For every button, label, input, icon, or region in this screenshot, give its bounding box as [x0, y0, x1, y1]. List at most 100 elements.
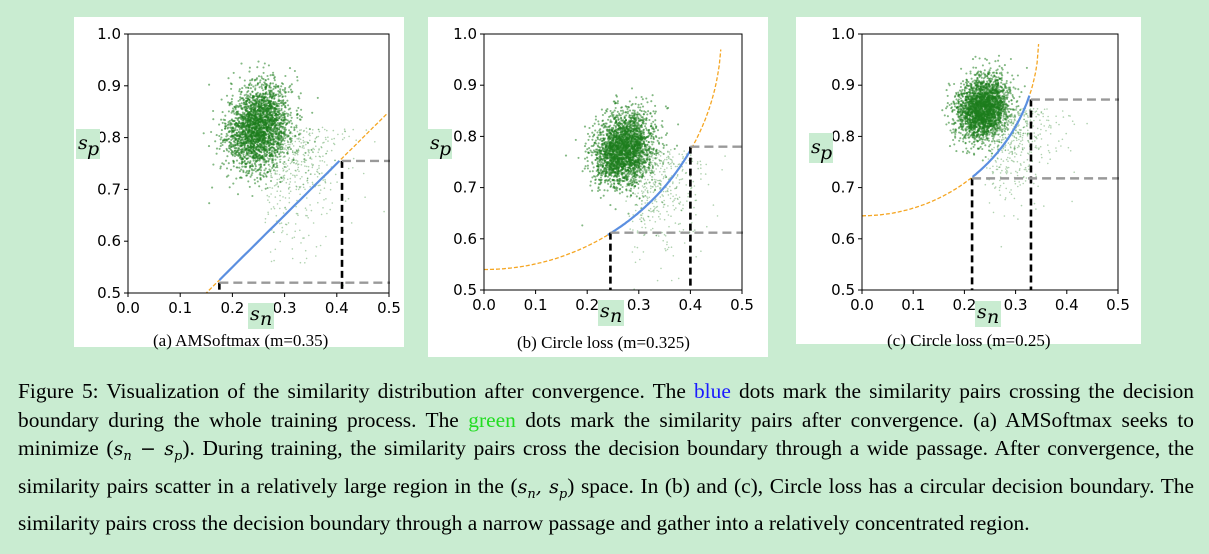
scatter-point [257, 75, 261, 78]
scatter-point [299, 132, 302, 135]
scatter-point [298, 118, 301, 121]
scatter-point [237, 130, 240, 133]
scatter-point [300, 164, 303, 166]
scatter-point [264, 92, 267, 95]
scatter-point [257, 60, 260, 63]
scatter-point [282, 167, 284, 170]
scatter-point [594, 158, 597, 162]
scatter-point [306, 215, 308, 217]
scatter-point [309, 173, 312, 175]
scatter-point [256, 82, 260, 85]
scatter-point [236, 113, 239, 116]
scatter-point [227, 101, 230, 104]
scatter-point [311, 151, 314, 153]
scatter-point [255, 77, 259, 80]
scatter-point [292, 158, 295, 161]
scatter-point [274, 248, 277, 251]
scatter-point [268, 151, 271, 154]
scatter-point [586, 156, 589, 159]
scatter-point [243, 144, 246, 147]
scatter-point [258, 136, 261, 139]
scatter-point [261, 131, 263, 133]
scatter-point [272, 74, 275, 77]
scatter-point [271, 176, 273, 179]
scatter-point [276, 129, 279, 131]
scatter-point [303, 129, 305, 132]
scatter-point [271, 118, 275, 121]
scatter-point [249, 147, 252, 151]
scatter-point [651, 94, 654, 97]
scatter-point [234, 117, 237, 120]
scatter-point [230, 131, 233, 134]
scatter-point [601, 119, 604, 123]
scatter-point [609, 204, 612, 207]
scatter-point [228, 130, 231, 133]
scatter-point [255, 97, 258, 101]
scatter-point [284, 137, 287, 140]
scatter-point [249, 122, 252, 125]
scatter-point [322, 142, 324, 144]
scatter-point [269, 156, 272, 158]
scatter-point [334, 173, 337, 176]
scatter-point [272, 164, 274, 166]
scatter-point [238, 76, 241, 79]
scatter-point [310, 148, 313, 151]
scatter-point [634, 163, 637, 166]
scatter-point [304, 262, 306, 264]
y-axis: 0.50.60.70.80.91.0 [97, 25, 128, 302]
scatter-point [274, 135, 277, 138]
scatter-point [244, 116, 247, 119]
scatter-point [279, 199, 281, 202]
scatter-point [321, 172, 323, 174]
scatter-point [325, 152, 328, 155]
scatter-point [249, 143, 252, 146]
scatter-point [251, 163, 254, 166]
scatter-point [278, 173, 281, 176]
scatter-point [252, 125, 255, 129]
scatter-point [254, 135, 257, 138]
scatter-point [260, 114, 263, 118]
scatter-point [248, 127, 251, 130]
scatter-point [233, 149, 236, 152]
scatter-point [269, 86, 272, 89]
scatter-point [309, 156, 312, 158]
scatter-point [635, 113, 639, 116]
scatter-point [315, 155, 317, 158]
scatter-point [288, 67, 292, 70]
scatter-point [235, 177, 238, 180]
scatter-point [254, 138, 257, 141]
scatter-point [303, 154, 306, 157]
scatter-point [276, 110, 279, 113]
scatter-point [274, 125, 277, 128]
scatter-point [279, 145, 281, 147]
scatter-point [658, 182, 661, 185]
x-tick-label: 0.2 [220, 299, 244, 317]
scatter-point [279, 160, 282, 164]
scatter-point [307, 165, 310, 168]
scatter-point [605, 149, 608, 152]
scatter-point [238, 170, 241, 173]
scatter-point [234, 147, 237, 150]
scatter-point [628, 189, 631, 192]
scatter-point [284, 128, 288, 131]
scatter-point [600, 181, 603, 184]
scatter-point [275, 112, 278, 115]
scatter-point [654, 123, 657, 126]
scatter-point [651, 178, 654, 181]
scatter-point [262, 161, 264, 163]
scatter-point [264, 221, 267, 224]
scatter-point [318, 128, 320, 131]
scatter-point [326, 164, 328, 166]
scatter-point [275, 163, 277, 165]
scatter-point [263, 152, 267, 155]
scatter-point [599, 176, 602, 179]
scatter-point [301, 145, 304, 147]
scatter-point [294, 154, 296, 156]
scatter-point [583, 167, 586, 170]
scatter-point [246, 157, 249, 160]
scatter-point [265, 173, 267, 175]
scatter-point [307, 169, 310, 171]
scatter-point [310, 158, 313, 160]
scatter-point [292, 174, 294, 176]
